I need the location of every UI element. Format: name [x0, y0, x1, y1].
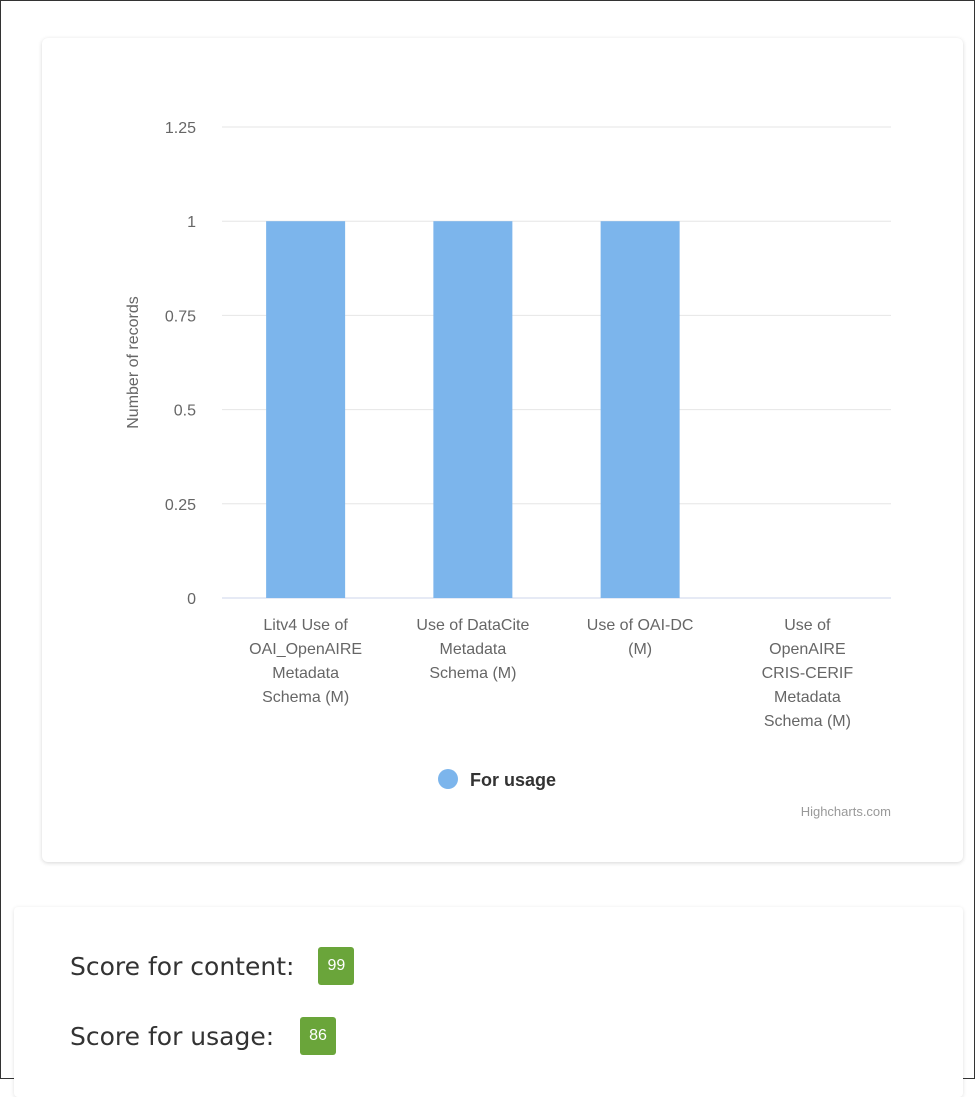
- x-category-label-line: Metadata: [440, 641, 507, 658]
- legend-label[interactable]: For usage: [470, 770, 556, 790]
- y-tick-label: 0: [187, 591, 196, 608]
- content-score-badge: 99: [318, 947, 355, 985]
- x-category-label: Litv4 Use of OAI_OpenAIRE Metadata Schema (…: [249, 617, 362, 706]
- legend[interactable]: For usage: [438, 769, 556, 790]
- chart-card: 0 0.25 0.5 0.75 1 1.25 Litv4 Use of OAI_OpenAI…: [42, 38, 963, 862]
- x-category-label-line: OAI_OpenAIRE: [249, 641, 362, 658]
- bar-chart: 0 0.25 0.5 0.75 1 1.25 Litv4 Use of OAI_OpenAI…: [125, 120, 891, 819]
- bar[interactable]: [266, 221, 346, 598]
- x-category-label: Use of OpenAIRE CRIS-CERIF Metadata Schema (…: [762, 617, 854, 730]
- x-category-label: Use of DataCite Metadata Schema (M): [416, 617, 529, 682]
- x-category-label-line: Metadata: [774, 689, 841, 706]
- x-category-label-line: Use of OAI-DC: [587, 617, 694, 634]
- x-category-label-line: Use of DataCite: [416, 617, 529, 634]
- x-category-label: Use of OAI-DC (M): [587, 617, 694, 658]
- credits-link[interactable]: Highcharts.com: [801, 804, 891, 819]
- x-category-label-line: Metadata: [272, 665, 339, 682]
- y-tick-label: 0.5: [174, 403, 196, 420]
- y-tick-label: 0.75: [165, 308, 196, 325]
- score-card: Score for content: 99 Score for usage: 8…: [14, 907, 963, 1097]
- bar[interactable]: [433, 221, 513, 598]
- content-score-row: Score for content: 99: [70, 947, 355, 985]
- bars: [266, 221, 680, 598]
- x-category-label-line: Litv4 Use of: [263, 617, 348, 634]
- x-category-label-line: Use of: [784, 617, 831, 634]
- y-axis-ticks: 0 0.25 0.5 0.75 1 1.25: [165, 120, 196, 608]
- y-tick-label: 1.25: [165, 120, 196, 137]
- y-tick-label: 1: [187, 214, 196, 231]
- usage-score-row: Score for usage: 86: [70, 1017, 336, 1055]
- x-category-label-line: Schema (M): [764, 713, 851, 730]
- bar[interactable]: [600, 221, 680, 598]
- content-score-label: Score for content:: [70, 951, 295, 981]
- y-axis-title: Number of records: [125, 296, 142, 429]
- x-category-label-line: Schema (M): [429, 665, 516, 682]
- x-category-label-line: CRIS-CERIF: [762, 665, 854, 682]
- legend-marker-icon[interactable]: [438, 769, 458, 789]
- x-category-label-line: Schema (M): [262, 689, 349, 706]
- usage-score-label: Score for usage:: [70, 1021, 275, 1051]
- usage-score-badge: 86: [300, 1017, 336, 1055]
- x-category-label-line: (M): [628, 641, 652, 658]
- y-tick-label: 0.25: [165, 497, 196, 514]
- x-axis-categories: Litv4 Use of OAI_OpenAIRE Metadata Schema (…: [249, 617, 853, 730]
- x-category-label-line: OpenAIRE: [769, 641, 845, 658]
